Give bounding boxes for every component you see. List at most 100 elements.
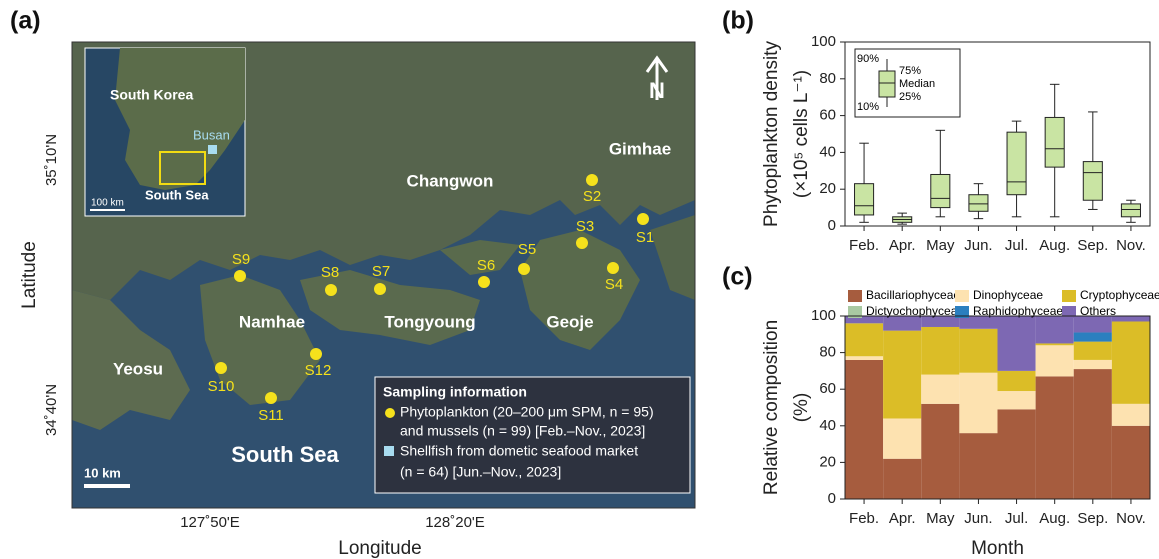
x-tick-label: May (926, 510, 955, 527)
legend-label: Median (899, 78, 935, 90)
bar-segment (1036, 376, 1074, 499)
y-tick-label: 20 (819, 180, 836, 197)
bar-segment (921, 404, 959, 499)
place-label: Changwon (407, 171, 494, 190)
site-label: S10 (208, 378, 235, 395)
bar-segment (1074, 369, 1112, 499)
site-marker (374, 283, 386, 295)
y-tick-label: 20 (819, 453, 836, 470)
place-label: Namhae (239, 312, 305, 331)
bar-segment (1036, 343, 1074, 345)
x-tick-label: Jul. (1005, 237, 1028, 254)
panel-label: (b) (722, 7, 754, 35)
north-label: N (649, 78, 665, 103)
bar-segment (845, 360, 883, 499)
legend-label: 10% (857, 101, 879, 113)
y-axis-label: Latitude (19, 241, 40, 309)
bar-segment (959, 329, 997, 373)
bar-segment (998, 371, 1036, 391)
bar-segment (883, 331, 921, 419)
x-axis-label: Month (971, 538, 1024, 559)
site-label: S3 (576, 218, 594, 235)
y-axis-label: (×10⁵ cells L⁻¹) (791, 70, 812, 198)
legend-label: 90% (857, 53, 879, 65)
bar-segment (1112, 426, 1150, 499)
site-label: S7 (372, 263, 390, 280)
site-marker (310, 348, 322, 360)
inset-scale-label: 100 km (91, 198, 124, 209)
x-axis-label: Longitude (338, 538, 421, 559)
site-marker (325, 284, 337, 296)
site-label: S5 (518, 241, 536, 258)
x-tick-label: 127˚50'E (180, 514, 240, 531)
legend-label: Cryptophyceae (1080, 288, 1159, 302)
y-tick-label: 80 (819, 344, 836, 361)
y-tick-label: 60 (819, 107, 836, 124)
bar-segment (1112, 321, 1150, 403)
busan-marker (208, 145, 217, 154)
site-marker (478, 276, 490, 288)
site-label: S6 (477, 257, 495, 274)
x-tick-label: Sep. (1077, 510, 1108, 527)
x-tick-label: Jul. (1005, 510, 1028, 527)
bar-segment (959, 373, 997, 433)
x-tick-label: Jun. (964, 510, 992, 527)
x-tick-label: May (926, 237, 955, 254)
site-label: S4 (605, 276, 623, 293)
box (1083, 162, 1102, 201)
place-label: Tongyoung (384, 312, 475, 331)
inset: South Korea Busan South Sea 100 km (85, 48, 245, 216)
info-box: Sampling information Phytoplankton (20–2… (375, 377, 690, 493)
bar-segment (845, 323, 883, 356)
place-label: Geoje (546, 312, 593, 331)
bar-segment (883, 316, 921, 331)
y-tick-label: 40 (819, 417, 836, 434)
bar-segment (998, 409, 1036, 499)
bar-segment (1074, 360, 1112, 369)
bar-segment (998, 391, 1036, 409)
site-label: S12 (305, 362, 332, 379)
y-axis-label: Relative composition (761, 320, 782, 495)
legend-swatch (1062, 290, 1076, 302)
info-line: Phytoplankton (20–200 μm SPM, n = 95) (400, 404, 654, 420)
site-marker (215, 362, 227, 374)
y-tick-label: 0 (828, 217, 836, 234)
x-tick-label: Sep. (1077, 237, 1108, 254)
y-tick-label: 35˚10'N (43, 134, 60, 186)
y-tick-label: 80 (819, 70, 836, 87)
bar-segment (1074, 316, 1112, 332)
site-marker (637, 213, 649, 225)
y-axis-label: (%) (791, 393, 812, 423)
x-tick-label: Aug. (1039, 510, 1070, 527)
sea-label: South Sea (231, 442, 339, 467)
x-tick-label: Apr. (889, 237, 916, 254)
bar-segment (1112, 316, 1150, 321)
place-label: Gimhae (609, 139, 671, 158)
x-tick-label: Feb. (849, 510, 879, 527)
y-tick-label: 40 (819, 143, 836, 160)
box (931, 174, 950, 207)
panel-label: (a) (10, 7, 41, 35)
x-tick-label: Feb. (849, 237, 879, 254)
legend-box (879, 71, 895, 97)
legend-label: 75% (899, 65, 921, 77)
y-tick-label: 100 (811, 307, 836, 324)
box (1121, 204, 1140, 217)
panel-label: (c) (722, 263, 753, 291)
info-title: Sampling information (383, 384, 527, 400)
site-label: S1 (636, 229, 654, 246)
y-tick-label: 100 (811, 33, 836, 50)
bar-segment (1036, 345, 1074, 376)
legend-label: Dinophyceae (973, 288, 1043, 302)
shellfish-marker (384, 446, 394, 456)
info-line: Shellfish from dometic seafood market (400, 443, 638, 459)
box (855, 184, 874, 215)
x-tick-label: Jun. (964, 237, 992, 254)
info-line: (n = 64) [Jun.–Nov., 2023] (400, 464, 561, 480)
site-marker (265, 392, 277, 404)
bar-segment (883, 459, 921, 499)
place-label: Yeosu (113, 359, 163, 378)
site-label: S8 (321, 264, 339, 281)
inset-country: South Korea (110, 87, 193, 103)
inset-sea: South Sea (145, 187, 209, 202)
